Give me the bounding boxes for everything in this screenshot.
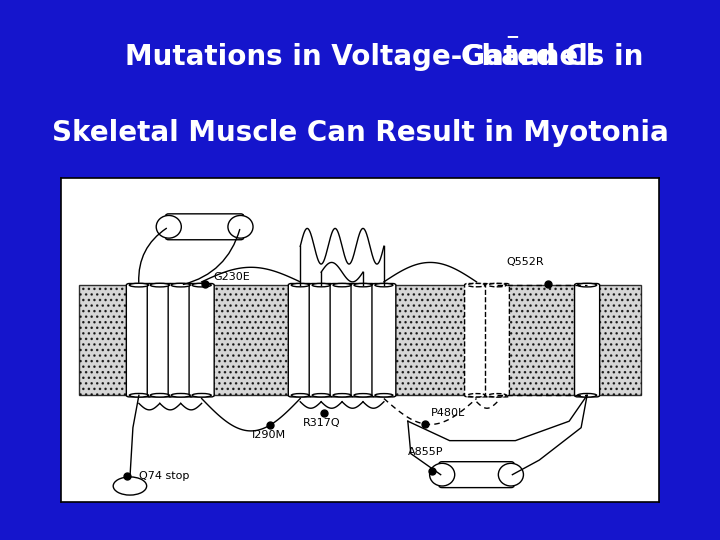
FancyBboxPatch shape <box>309 284 333 397</box>
Ellipse shape <box>292 284 309 287</box>
Ellipse shape <box>130 394 148 397</box>
Ellipse shape <box>577 284 597 287</box>
Ellipse shape <box>156 215 181 238</box>
Ellipse shape <box>488 394 506 397</box>
Text: Mutations in Voltage-Gated Cl: Mutations in Voltage-Gated Cl <box>125 43 595 71</box>
Text: Q74 stop: Q74 stop <box>139 471 189 481</box>
Ellipse shape <box>192 394 211 397</box>
FancyBboxPatch shape <box>126 284 151 397</box>
Ellipse shape <box>171 284 190 287</box>
Ellipse shape <box>375 284 393 287</box>
Ellipse shape <box>150 394 169 397</box>
FancyBboxPatch shape <box>330 284 354 397</box>
Ellipse shape <box>498 463 523 486</box>
FancyBboxPatch shape <box>288 284 312 397</box>
FancyBboxPatch shape <box>439 462 514 488</box>
FancyBboxPatch shape <box>485 284 509 397</box>
Ellipse shape <box>467 284 485 287</box>
Text: Channels in: Channels in <box>76 43 644 71</box>
FancyBboxPatch shape <box>372 284 396 397</box>
Ellipse shape <box>171 394 190 397</box>
Ellipse shape <box>333 394 351 397</box>
Ellipse shape <box>467 394 485 397</box>
Bar <box>79 285 641 395</box>
Text: G230E: G230E <box>214 272 251 282</box>
FancyBboxPatch shape <box>464 284 488 397</box>
Ellipse shape <box>228 215 253 238</box>
Ellipse shape <box>375 394 393 397</box>
Ellipse shape <box>577 394 597 397</box>
Ellipse shape <box>430 463 455 486</box>
Text: A855P: A855P <box>408 447 444 457</box>
FancyBboxPatch shape <box>189 284 214 397</box>
Text: P480L: P480L <box>431 408 465 417</box>
Ellipse shape <box>333 284 351 287</box>
Text: −: − <box>505 26 520 45</box>
Ellipse shape <box>312 284 330 287</box>
Ellipse shape <box>150 284 169 287</box>
Text: Skeletal Muscle Can Result in Myotonia: Skeletal Muscle Can Result in Myotonia <box>52 119 668 147</box>
FancyBboxPatch shape <box>166 214 243 240</box>
FancyBboxPatch shape <box>168 284 193 397</box>
Ellipse shape <box>292 394 309 397</box>
FancyBboxPatch shape <box>575 284 600 397</box>
Ellipse shape <box>354 394 372 397</box>
Text: R317Q: R317Q <box>303 418 341 428</box>
FancyBboxPatch shape <box>351 284 375 397</box>
Ellipse shape <box>354 284 372 287</box>
Ellipse shape <box>312 394 330 397</box>
Text: Q552R: Q552R <box>506 257 544 267</box>
Text: I290M: I290M <box>252 430 287 440</box>
Ellipse shape <box>488 284 506 287</box>
Ellipse shape <box>192 284 211 287</box>
FancyBboxPatch shape <box>148 284 172 397</box>
Ellipse shape <box>130 284 148 287</box>
